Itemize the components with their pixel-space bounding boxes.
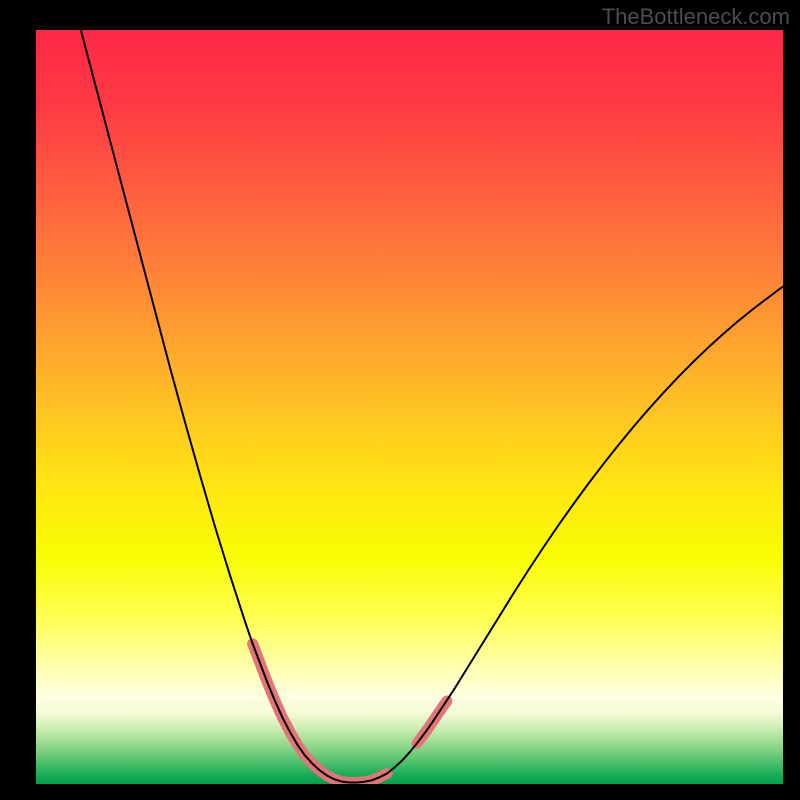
plot-svg — [36, 30, 783, 784]
plot-background — [36, 30, 783, 784]
watermark-text: TheBottleneck.com — [602, 4, 790, 30]
chart-frame: TheBottleneck.com — [0, 0, 800, 800]
plot-area — [36, 30, 783, 784]
